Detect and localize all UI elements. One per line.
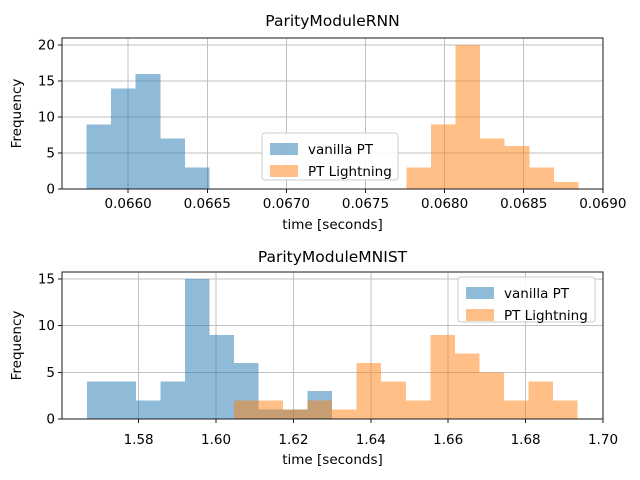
histogram-bar xyxy=(356,363,382,419)
histogram-bar xyxy=(455,45,481,189)
histogram-bar xyxy=(332,409,357,419)
x-axis-label: time [seconds] xyxy=(282,452,383,468)
histogram-bar xyxy=(504,145,530,189)
legend-label: vanilla PT xyxy=(308,142,374,158)
y-tick-label: 10 xyxy=(38,318,55,334)
legend-label: PT Lightning xyxy=(504,308,588,324)
histogram-bar xyxy=(430,124,456,189)
histogram-bar xyxy=(258,400,284,419)
series-pt-lightning xyxy=(406,45,579,189)
x-tick-label: 1.60 xyxy=(201,432,231,448)
histogram-bar xyxy=(209,335,235,419)
x-tick-label: 1.64 xyxy=(356,432,386,448)
x-tick-label: 0.0660 xyxy=(105,196,152,212)
histogram-bar xyxy=(86,124,112,189)
chart-title: ParityModuleRNN xyxy=(265,12,399,30)
y-tick-label: 5 xyxy=(46,365,55,381)
histogram-bar xyxy=(135,73,161,189)
histogram-bar xyxy=(160,381,186,419)
legend: vanilla PT PT Lightning xyxy=(457,276,596,324)
histogram-bar xyxy=(528,381,553,419)
y-tick-label: 15 xyxy=(38,272,55,288)
histogram-bar xyxy=(381,381,406,419)
histogram-bar xyxy=(454,353,480,419)
x-tick-label: 1.70 xyxy=(588,432,618,448)
histogram-bar xyxy=(406,167,431,189)
series-vanilla-pt xyxy=(87,279,333,419)
legend-swatch xyxy=(270,143,298,155)
x-tick-label: 1.68 xyxy=(511,432,541,448)
x-tick-label: 0.0685 xyxy=(500,196,547,212)
histogram-bar xyxy=(553,181,579,189)
y-tick-label: 5 xyxy=(46,146,55,162)
histogram-bar xyxy=(136,400,161,419)
histogram-bar xyxy=(503,400,529,419)
histogram-bar xyxy=(529,167,554,189)
x-tick-label: 0.0665 xyxy=(184,196,231,212)
histogram-bar xyxy=(234,400,259,419)
x-tick-label: 0.0680 xyxy=(421,196,468,212)
legend-swatch xyxy=(270,165,298,177)
axes-frame xyxy=(61,37,604,190)
x-tick-label: 1.66 xyxy=(433,432,463,448)
histogram-bar xyxy=(160,138,185,189)
series-vanilla-pt xyxy=(86,73,210,189)
histogram-bar xyxy=(405,400,431,419)
y-tick-label: 15 xyxy=(38,74,55,90)
y-tick-label: 0 xyxy=(46,182,55,198)
legend: vanilla PT PT Lightning xyxy=(261,132,399,181)
histogram-bar xyxy=(111,88,136,189)
legend-label: vanilla PT xyxy=(504,286,570,302)
chart-paritymodulernn: 0.0660 0.0665 0.0670 0.0675 0.0680 0.0685 0.06… xyxy=(9,12,626,233)
x-tick-label: 0.0670 xyxy=(263,196,310,212)
y-tick-label: 0 xyxy=(46,412,55,428)
x-tick-label: 0.0690 xyxy=(579,196,626,212)
axes-frame xyxy=(61,271,604,420)
y-axis-label: Frequency xyxy=(9,311,25,381)
histogram-bar xyxy=(430,335,455,419)
histogram-bar xyxy=(87,381,112,419)
histogram-bar xyxy=(184,167,210,189)
y-tick-label: 20 xyxy=(38,38,55,54)
x-tick-label: 0.0675 xyxy=(342,196,389,212)
histogram-bar xyxy=(552,400,578,419)
legend-label: PT Lightning xyxy=(308,164,392,180)
histogram-bar xyxy=(185,279,210,419)
histogram-bar xyxy=(479,372,504,419)
histogram-bar xyxy=(480,138,505,189)
x-tick-label: 1.62 xyxy=(278,432,308,448)
histogram-bar xyxy=(283,409,308,419)
y-axis-label: Frequency xyxy=(9,79,25,149)
x-tick-label: 1.58 xyxy=(124,432,154,448)
legend-swatch xyxy=(466,287,494,299)
histogram-bar xyxy=(307,400,333,419)
chart-paritymodulemnist: 1.58 1.60 1.62 1.64 1.66 1.68 1.70 0 5 10 15 Parity… xyxy=(9,248,618,468)
y-tick-label: 10 xyxy=(38,110,55,126)
x-axis-label: time [seconds] xyxy=(282,217,383,233)
series-pt-lightning xyxy=(234,335,578,419)
chart-title: ParityModuleMNIST xyxy=(258,248,408,266)
histogram-bar xyxy=(111,381,137,419)
legend-swatch xyxy=(466,309,494,321)
